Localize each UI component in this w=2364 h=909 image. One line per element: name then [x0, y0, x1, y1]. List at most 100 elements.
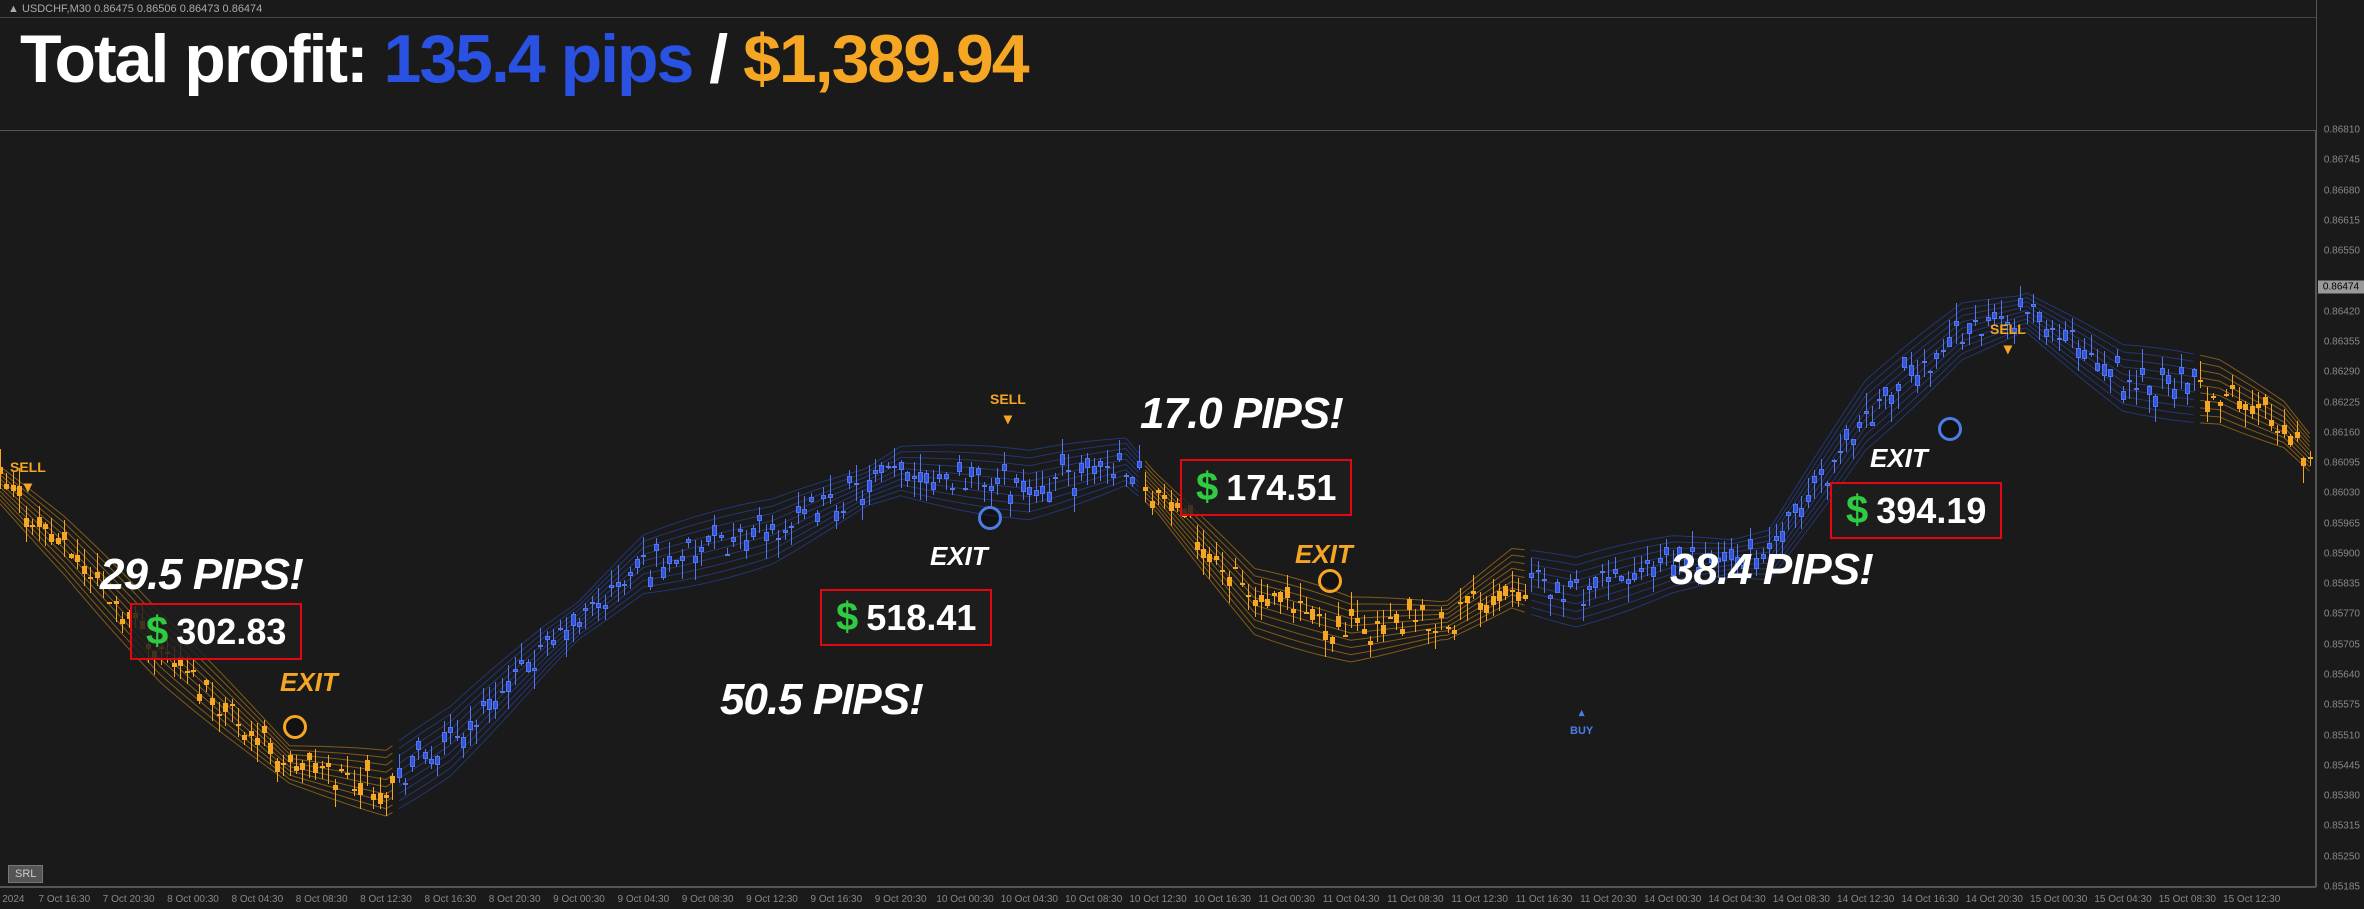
- candle: [1561, 585, 1566, 617]
- candle: [217, 702, 222, 732]
- candle: [654, 538, 659, 567]
- candle: [1651, 561, 1656, 593]
- candle: [976, 466, 981, 490]
- candle: [1806, 478, 1811, 508]
- candle: [2269, 404, 2274, 431]
- x-axis-tick: 15 Oct 00:30: [2030, 894, 2087, 905]
- candle: [1915, 360, 1920, 393]
- x-axis-tick: 7 Oct 2024: [0, 894, 24, 905]
- price-chart-area[interactable]: 29.5 PIPS!$302.83EXIT50.5 PIPS!$518.41EX…: [0, 130, 2316, 887]
- candle: [725, 548, 730, 557]
- candle: [538, 628, 543, 651]
- y-axis-tick: 0.86680: [2324, 185, 2360, 196]
- candle: [1452, 625, 1457, 639]
- candle: [2102, 351, 2107, 380]
- x-axis-tick: 8 Oct 16:30: [424, 894, 476, 905]
- candle: [307, 752, 312, 778]
- candle: [1478, 592, 1483, 627]
- y-axis-tick: 0.86160: [2324, 427, 2360, 438]
- candle: [1529, 558, 1534, 591]
- candle: [860, 490, 865, 520]
- exit-label: EXIT: [280, 667, 338, 698]
- candle: [1304, 597, 1309, 613]
- candle: [2076, 340, 2081, 371]
- candle: [1285, 575, 1290, 610]
- candle: [1092, 458, 1097, 484]
- candle: [1574, 570, 1579, 590]
- candle: [1085, 453, 1090, 486]
- y-axis-tick: 0.86225: [2324, 397, 2360, 408]
- candle: [288, 751, 293, 776]
- x-axis-tick: 14 Oct 08:30: [1773, 894, 1830, 905]
- candle: [69, 553, 74, 559]
- x-axis-tick: 15 Oct 04:30: [2094, 894, 2151, 905]
- candle: [2115, 349, 2120, 367]
- candle: [680, 549, 685, 579]
- candle: [1979, 334, 1984, 347]
- candle: [963, 478, 968, 491]
- candle: [899, 460, 904, 487]
- candle: [1079, 455, 1084, 481]
- candle: [1349, 592, 1354, 628]
- candle: [969, 462, 974, 489]
- candle: [2192, 368, 2197, 391]
- x-axis-tick: 8 Oct 20:30: [489, 894, 541, 905]
- candle: [764, 524, 769, 559]
- candle: [1877, 389, 1882, 409]
- candle: [236, 708, 241, 737]
- candle: [1034, 472, 1039, 502]
- candle: [1819, 459, 1824, 494]
- candle: [2256, 392, 2261, 426]
- candle: [1407, 597, 1412, 619]
- y-axis-tick: 0.86095: [2324, 458, 2360, 469]
- candle: [1105, 450, 1110, 485]
- candle: [1368, 636, 1373, 656]
- candle: [1310, 606, 1315, 624]
- profit-box: $394.19: [1830, 482, 2002, 539]
- srl-badge: SRL: [8, 865, 43, 883]
- candle: [995, 468, 1000, 495]
- y-axis-tick: 0.86550: [2324, 246, 2360, 257]
- candle: [1491, 579, 1496, 616]
- candle: [1394, 611, 1399, 630]
- y-axis-tick: 0.86030: [2324, 488, 2360, 499]
- candle: [1812, 470, 1817, 499]
- candle: [1272, 591, 1277, 605]
- candle: [513, 657, 518, 685]
- candle: [1658, 544, 1663, 572]
- candle: [1883, 387, 1888, 409]
- candle: [223, 697, 228, 725]
- y-axis-tick: 0.85185: [2324, 882, 2360, 893]
- candle: [2198, 361, 2203, 387]
- candle: [590, 596, 595, 616]
- candle: [519, 643, 524, 666]
- x-axis-tick: 8 Oct 08:30: [296, 894, 348, 905]
- title-pips: 135.4 pips: [384, 21, 693, 97]
- candle: [719, 532, 724, 540]
- candle: [1870, 406, 1875, 426]
- candle: [2205, 387, 2210, 422]
- candle: [1626, 571, 1631, 602]
- candle: [2127, 370, 2132, 398]
- candle: [2121, 386, 2126, 403]
- candle: [1446, 625, 1451, 633]
- candle: [197, 684, 202, 704]
- candle: [751, 525, 756, 540]
- x-axis-tick: 14 Oct 00:30: [1644, 894, 1701, 905]
- candle: [390, 773, 395, 801]
- y-axis-tick: 0.85835: [2324, 579, 2360, 590]
- candle: [30, 519, 35, 535]
- candle: [493, 682, 498, 719]
- candle: [294, 755, 299, 774]
- candle: [1581, 589, 1586, 621]
- candle: [1117, 440, 1122, 462]
- candle: [242, 732, 247, 746]
- candle: [1568, 574, 1573, 588]
- total-profit-title: Total profit: 135.4 pips / $1,389.94: [20, 20, 1028, 98]
- candle: [1864, 393, 1869, 428]
- candle: [648, 570, 653, 590]
- candle: [2089, 335, 2094, 356]
- x-axis-tick: 11 Oct 00:30: [1258, 894, 1315, 905]
- candle: [2095, 349, 2100, 372]
- exit-label: EXIT: [1870, 443, 1928, 474]
